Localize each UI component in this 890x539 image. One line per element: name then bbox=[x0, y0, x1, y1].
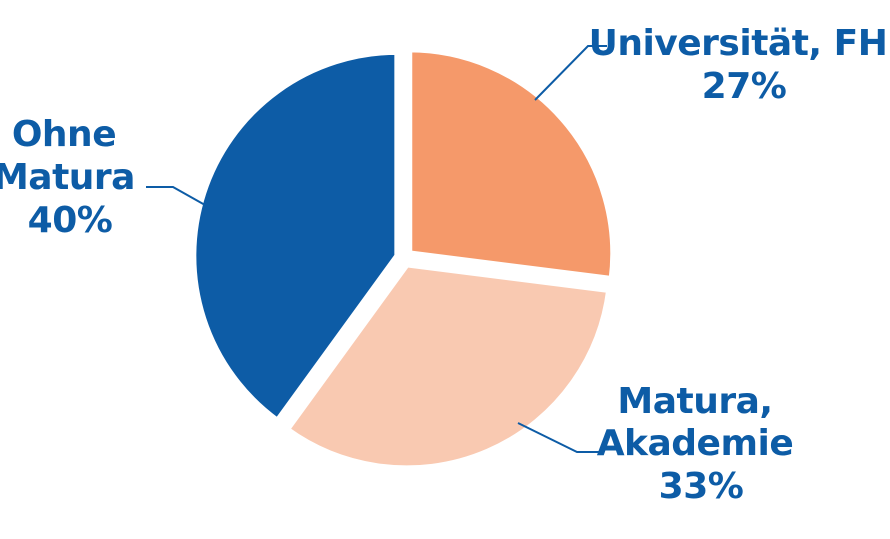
slice-label-ohne-matura-line-2: Matura bbox=[0, 157, 135, 198]
pie-slice-ohne-matura bbox=[190, 48, 401, 426]
slice-label-ohne-matura-value: 40% bbox=[28, 200, 113, 241]
leader-line-ohne-matura bbox=[146, 186, 206, 206]
slice-label-universitaet-fh-value: 27% bbox=[702, 66, 787, 107]
slice-label-ohne-matura-line-1: Ohne bbox=[12, 114, 116, 155]
slice-label-matura-akademie: Matura, Akademie 33% bbox=[597, 381, 806, 507]
slice-label-matura-akademie-line-1: Matura, bbox=[617, 381, 772, 422]
slice-label-matura-akademie-value: 33% bbox=[659, 466, 744, 507]
pie-slices bbox=[190, 46, 617, 472]
slice-label-ohne-matura: Ohne Matura 40% bbox=[0, 114, 147, 241]
slice-label-matura-akademie-line-2: Akademie bbox=[597, 423, 794, 464]
leader-line-universitaet-fh bbox=[534, 45, 607, 101]
slice-label-universitaet-fh: Universität, FH 27% bbox=[589, 23, 890, 107]
slice-label-universitaet-fh-line-1: Universität, FH bbox=[589, 23, 888, 64]
leader-line-matura-akademie bbox=[517, 422, 602, 453]
leader-lines bbox=[146, 45, 607, 453]
pie-slice-universitaet-fh bbox=[406, 46, 617, 283]
pie-slice-matura-akademie bbox=[282, 261, 613, 472]
